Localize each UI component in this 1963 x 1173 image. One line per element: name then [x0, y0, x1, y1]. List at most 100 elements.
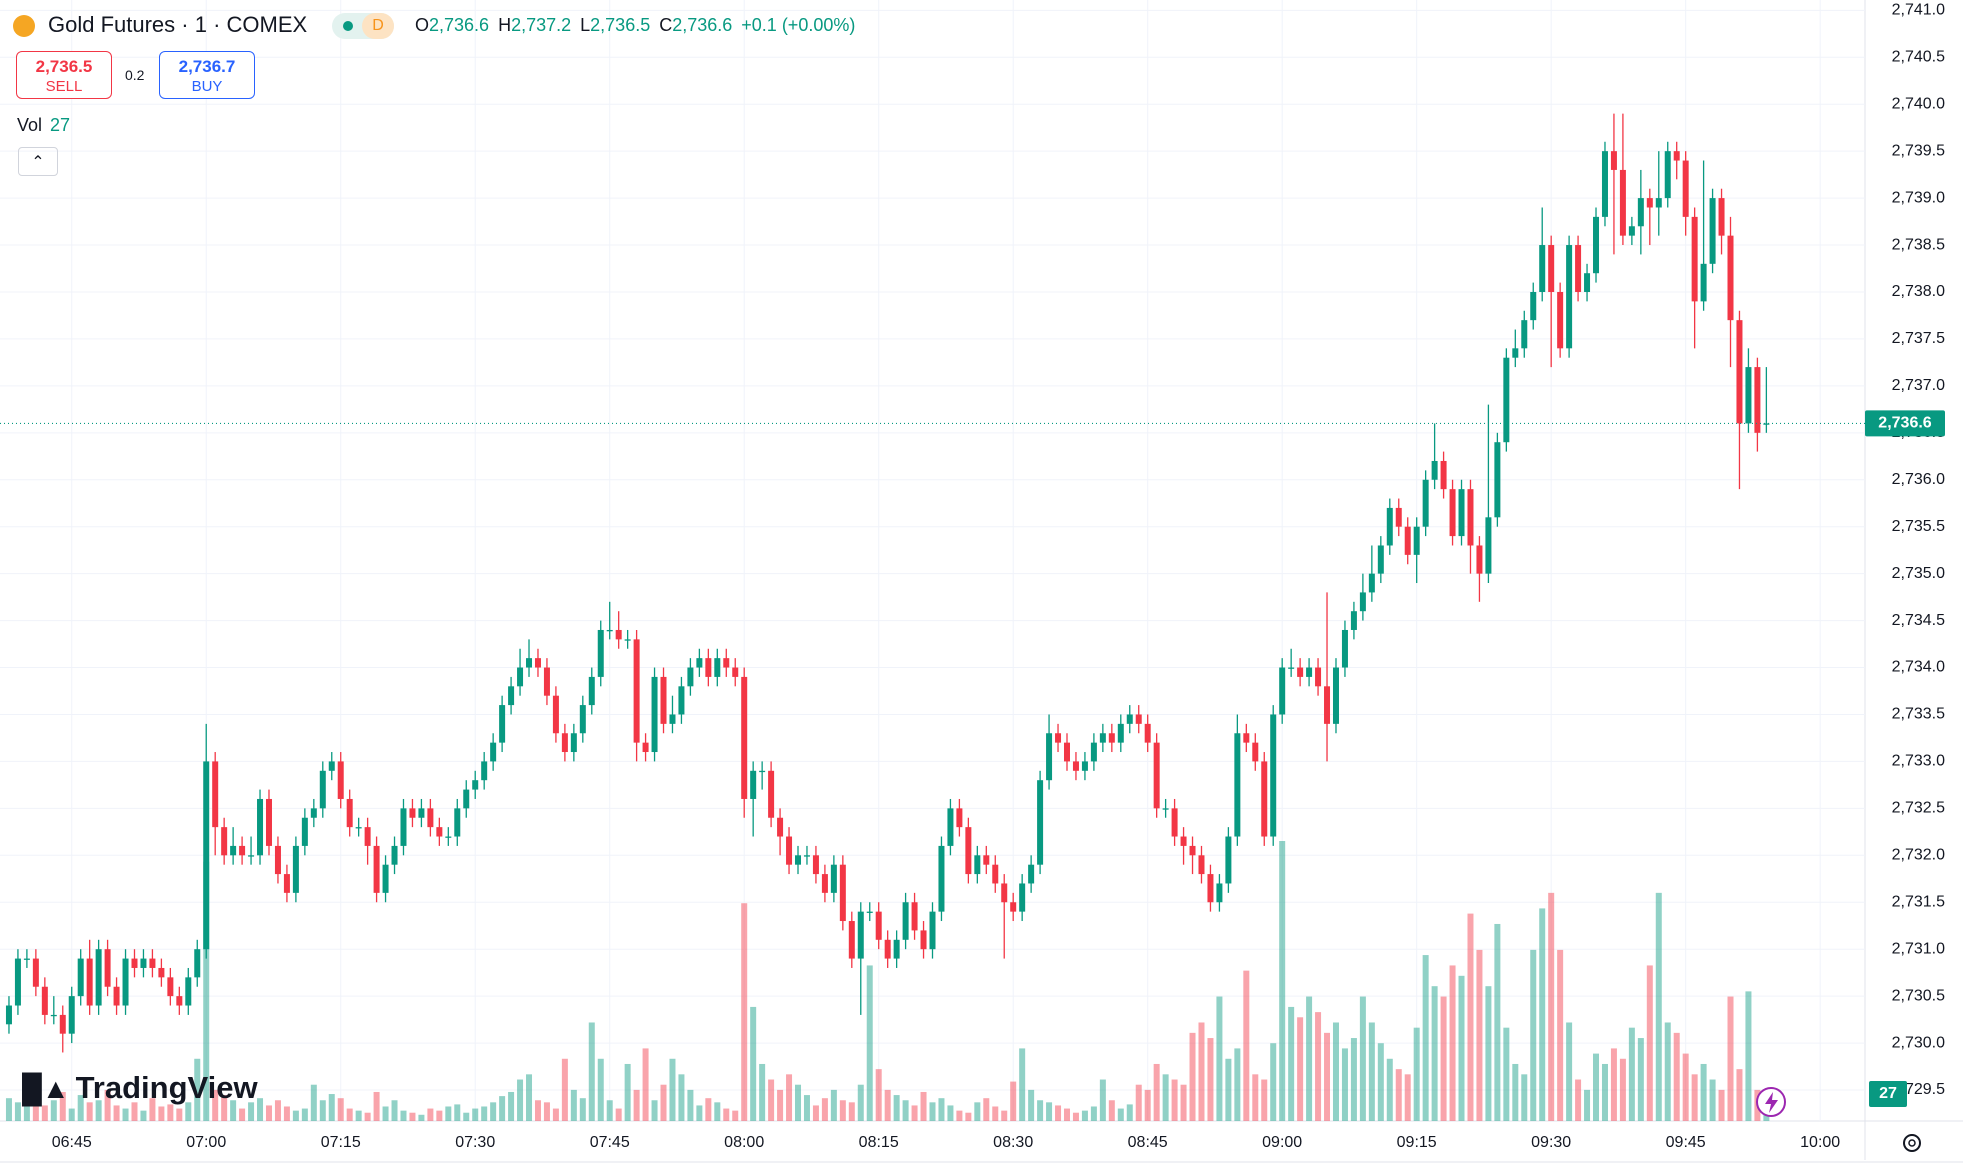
candle-body — [552, 695, 559, 734]
candle-body — [579, 705, 586, 734]
volume-bar — [1440, 996, 1447, 1121]
candle-body — [158, 967, 165, 978]
candle-body — [68, 996, 75, 1034]
x-tick-label: 08:30 — [993, 1134, 1033, 1151]
collapse-button[interactable]: ⌃ — [18, 147, 58, 176]
candle-body — [1422, 479, 1429, 527]
volume-bar — [445, 1106, 452, 1121]
ohlc-value: 2,737.2 — [511, 15, 572, 35]
volume-bar — [678, 1074, 685, 1121]
volume-bar — [1673, 1032, 1680, 1121]
volume-bar — [687, 1089, 694, 1121]
candle-body — [696, 658, 703, 668]
volume-bar — [149, 1098, 156, 1121]
volume-bar — [1081, 1110, 1088, 1121]
candle-body — [355, 827, 362, 829]
candle-body — [893, 939, 900, 959]
candle-body — [248, 855, 255, 857]
y-tick-label: 2,740.0 — [1892, 95, 1945, 112]
volume-bar — [1727, 996, 1734, 1121]
candle-body — [481, 761, 488, 781]
volume-bar — [158, 1106, 165, 1121]
volume-bar — [884, 1089, 891, 1121]
candle-body — [1306, 667, 1313, 677]
volume-bar — [1422, 955, 1429, 1121]
candle-body — [1467, 489, 1474, 546]
volume-bar — [481, 1106, 488, 1121]
volume-bar — [1090, 1106, 1097, 1121]
volume-bar — [508, 1091, 515, 1121]
candle-body — [965, 827, 972, 875]
candle-body — [526, 658, 533, 668]
volume-bar — [857, 1084, 864, 1121]
volume-bar — [68, 1108, 75, 1121]
volume-bar — [391, 1100, 398, 1121]
y-tick-label: 2,738.5 — [1892, 236, 1945, 253]
volume-bar — [1539, 908, 1546, 1121]
candle-body — [400, 808, 407, 846]
volume-bar — [1306, 996, 1313, 1121]
volume-bar — [95, 1100, 102, 1121]
candle-body — [364, 827, 371, 846]
candle-body — [1028, 864, 1035, 884]
ohlc-key: C — [659, 15, 673, 35]
volume-bar — [1584, 1089, 1591, 1121]
volume-bar — [759, 1063, 766, 1121]
candle-body — [830, 864, 837, 893]
y-tick-label: 2,733.5 — [1892, 706, 1945, 723]
ohlc-value: 2,736.5 — [590, 15, 651, 35]
x-tick-label: 09:00 — [1262, 1134, 1302, 1151]
candle-body — [239, 845, 246, 856]
volume-bar — [1593, 1053, 1600, 1121]
candle-body — [1153, 742, 1160, 809]
volume-bar — [1108, 1100, 1115, 1121]
candle-body — [1288, 667, 1295, 669]
candle-body — [1359, 592, 1366, 612]
sell-price: 2,736.5 — [35, 57, 93, 76]
candle-body — [499, 705, 506, 743]
volume-bar — [642, 1048, 649, 1121]
candle-body — [41, 986, 48, 1015]
candle-body — [1099, 733, 1106, 743]
settings-icon[interactable] — [1903, 1134, 1921, 1152]
volume-bar — [1019, 1048, 1026, 1121]
candle-body — [1610, 151, 1617, 170]
candle-body — [1682, 160, 1689, 217]
candle-body — [1628, 226, 1635, 236]
volume-bar — [319, 1100, 326, 1121]
buy-label: BUY — [191, 78, 223, 95]
symbol-title[interactable]: Gold Futures · 1 · COMEX — [48, 12, 308, 37]
y-tick-label: 2,739.0 — [1892, 189, 1945, 206]
candle-body — [1664, 151, 1671, 199]
volume-bar — [1655, 892, 1662, 1121]
volume-bar — [812, 1105, 819, 1121]
volume-bar — [409, 1112, 416, 1121]
candle-body — [597, 629, 604, 677]
candle-body — [1189, 845, 1196, 856]
candle-body — [1243, 733, 1250, 743]
y-tick-label: 2,732.5 — [1892, 800, 1945, 817]
sell-button[interactable]: 2,736.5 SELL — [16, 51, 112, 99]
candle-body — [938, 845, 945, 912]
volume-bar — [1386, 1058, 1393, 1121]
candle-body — [651, 676, 658, 753]
volume-bar — [1413, 1027, 1420, 1121]
volume-bar — [1691, 1074, 1698, 1121]
volume-bar — [427, 1108, 434, 1121]
candle-body — [678, 686, 685, 715]
volume-bar — [77, 1095, 84, 1121]
volume-bar — [517, 1079, 524, 1121]
status-pill[interactable]: D — [332, 13, 394, 39]
volume-bar — [1135, 1084, 1142, 1121]
candle-body — [1557, 291, 1564, 349]
volume-bar — [830, 1089, 837, 1121]
volume-bar — [1485, 986, 1492, 1121]
candle-body — [920, 930, 927, 950]
candle-body — [911, 902, 918, 931]
y-tick-label: 2,730.5 — [1892, 987, 1945, 1004]
buy-button[interactable]: 2,736.7 BUY — [159, 51, 255, 99]
candle-body — [1763, 423, 1770, 425]
volume-bar — [248, 1102, 255, 1121]
x-tick-label: 06:45 — [52, 1134, 92, 1151]
volume-bar — [768, 1079, 775, 1121]
